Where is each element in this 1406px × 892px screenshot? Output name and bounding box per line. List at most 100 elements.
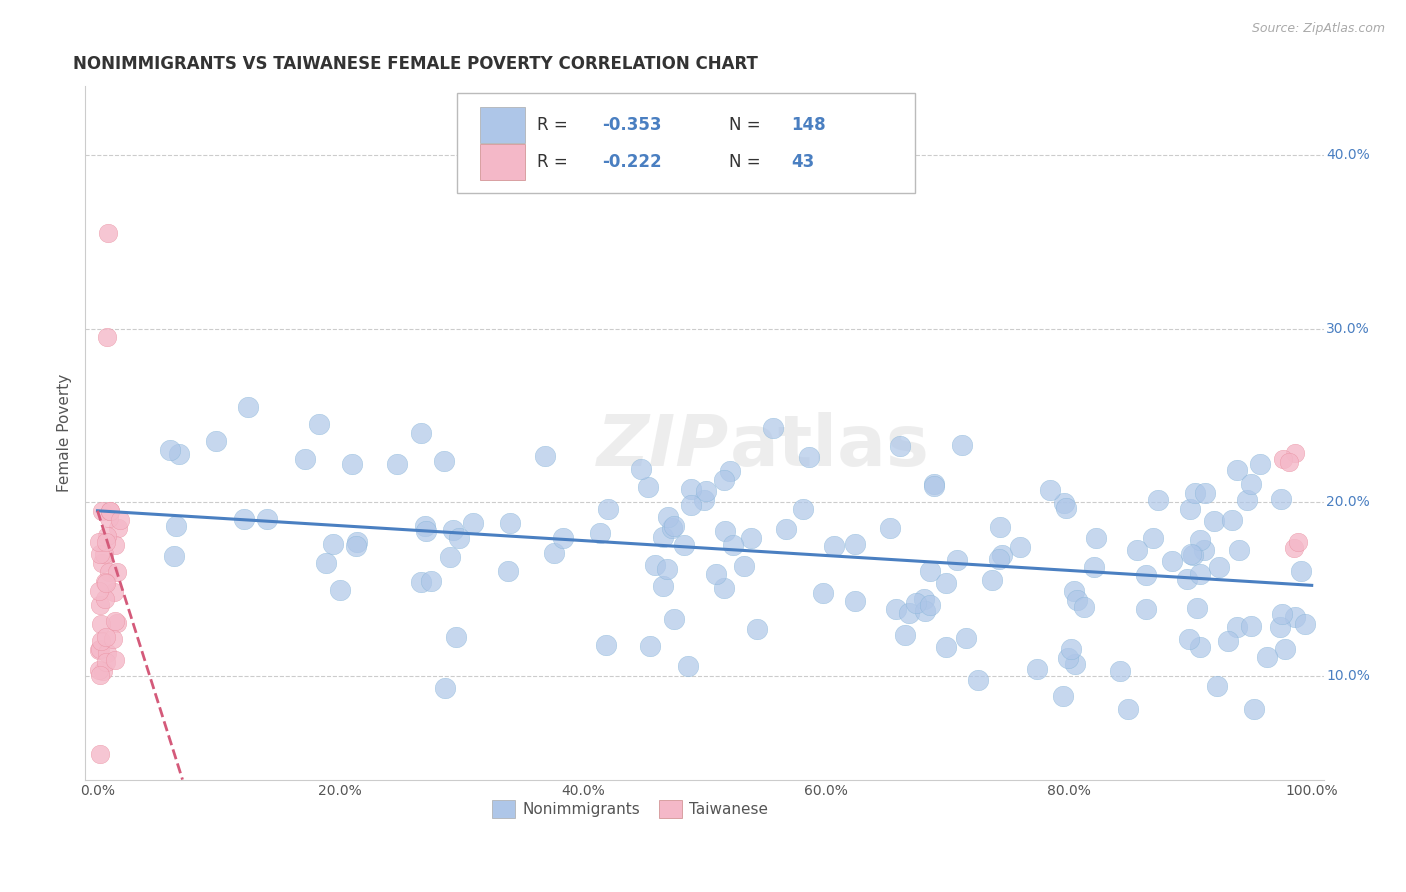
Point [884,602,907,616]
Point [98,565,121,579]
Point [91,556,114,570]
Point [1256,649,1278,664]
Point [775,522,797,536]
Point [1187,600,1209,615]
Point [1142,531,1164,545]
Point [1192,543,1215,558]
Point [463,516,485,531]
Point [823,539,845,553]
Point [1178,502,1201,516]
Legend: Nonimmigrants, Taiwanese: Nonimmigrants, Taiwanese [486,794,775,824]
Point [664,612,686,626]
Point [945,553,967,567]
Point [740,531,762,545]
Point [233,512,256,526]
Point [90,504,112,518]
Point [1278,455,1301,469]
Point [799,450,821,464]
Point [661,521,683,535]
Point [681,483,703,497]
Point [1274,641,1296,656]
Point [955,631,977,645]
Point [638,639,661,653]
Point [980,573,1002,587]
Point [89,747,111,761]
Point [167,446,190,460]
Text: R =: R = [537,116,574,135]
Text: ZIP: ZIP [598,412,730,481]
Point [344,539,367,553]
Point [1026,662,1049,676]
Point [96,646,118,660]
Point [1063,657,1085,671]
Point [695,484,717,499]
Point [443,523,465,537]
Point [1271,452,1294,467]
Point [651,579,673,593]
Point [1180,547,1202,561]
Point [110,513,132,527]
Point [104,653,127,667]
Point [844,593,866,607]
Point [96,330,118,344]
Point [413,519,436,533]
Point [444,630,467,644]
Point [1189,567,1212,582]
Point [918,564,941,578]
Point [1202,514,1225,528]
Point [96,528,118,542]
Point [89,547,111,561]
Point [1116,701,1139,715]
Point [1073,600,1095,615]
Point [1226,620,1249,634]
Point [98,503,121,517]
Point [1066,593,1088,607]
Point [879,521,901,535]
Point [439,550,461,565]
Point [704,566,727,581]
Point [1135,567,1157,582]
Point [1008,540,1031,554]
FancyBboxPatch shape [481,145,524,180]
Point [87,643,110,657]
Point [1194,486,1216,500]
Point [950,438,973,452]
Point [1084,531,1107,545]
Point [678,659,700,673]
Point [97,226,120,240]
Point [922,477,945,491]
Text: 43: 43 [792,153,814,171]
Point [94,630,117,644]
Point [104,615,127,629]
Point [673,537,696,551]
Point [256,512,278,526]
Text: atlas: atlas [730,412,929,481]
Point [94,655,117,669]
Point [889,439,911,453]
Point [644,558,666,572]
Point [93,592,115,607]
Point [315,556,337,570]
Point [935,575,957,590]
Point [596,502,619,516]
Point [411,425,433,440]
Text: 30.0%: 30.0% [1326,322,1369,335]
Point [844,537,866,551]
Point [1109,664,1132,678]
Point [96,535,118,549]
Point [1225,463,1247,477]
Point [236,400,259,414]
Point [159,443,181,458]
Point [90,633,112,648]
Point [105,565,128,579]
Point [329,582,352,597]
Point [534,450,557,464]
Point [1220,513,1243,527]
Point [713,524,735,538]
Point [637,480,659,494]
Point [409,574,432,589]
Point [294,452,316,467]
Point [893,628,915,642]
Point [385,457,408,471]
Point [1057,651,1080,665]
